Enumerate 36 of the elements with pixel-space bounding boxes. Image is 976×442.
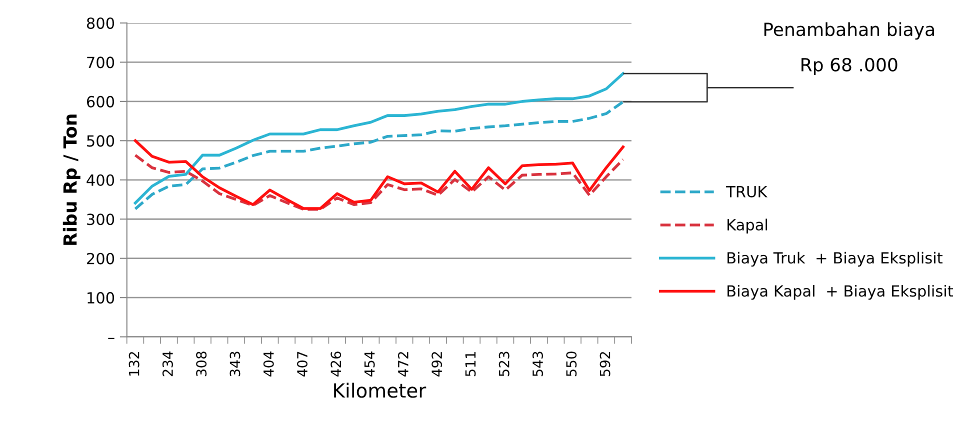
x-tick-label: 132 [128,352,140,376]
x-tick-label: 550 [566,352,577,376]
x-tick-label: 472 [398,352,408,377]
legend-label: TRUK [726,186,768,198]
x-tick-label: 592 [600,352,610,376]
y-tick-label: 300 [87,214,114,226]
line-series [134,139,624,210]
line-series [134,154,624,211]
legend-label: Biaya Truk + Biaya Eksplisit [728,252,942,267]
x-tick-label: 454 [364,351,375,377]
y-tick-label: – [108,338,114,339]
x-tick-label: 492 [432,352,442,377]
x-tick-label: 407 [297,352,308,377]
x-tick-label: 404 [263,351,274,377]
y-tick-label: 100 [88,292,114,304]
x-tick-label: 343 [230,352,240,376]
text: Penambahan biaya [764,22,934,40]
x-tick-label: 234 [162,351,173,376]
y-tick-label: 400 [86,174,114,186]
x-axis-title: Kilometer [334,382,426,398]
x-tick-label: 308 [196,352,207,376]
y-tick-label: 800 [86,17,114,30]
x-tick-label: 543 [532,352,543,376]
x-tick-label: 523 [498,352,510,376]
y-tick-label: 700 [87,56,114,68]
x-tick-label: 511 [465,352,476,376]
y-axis-title: Ribu Rp / Ton [62,114,80,245]
line-series [134,100,624,210]
y-tick-label: 500 [87,135,114,147]
x-tick-label: 426 [330,352,342,377]
legend-label: Kapal [728,218,768,234]
y-tick-label: 200 [87,252,114,264]
legend-label: Biaya Kapal + Biaya Eksplisit [728,284,954,300]
text: Rp 68 .000 [802,58,898,76]
y-tick-label: 600 [86,96,114,108]
line-series [134,72,624,204]
